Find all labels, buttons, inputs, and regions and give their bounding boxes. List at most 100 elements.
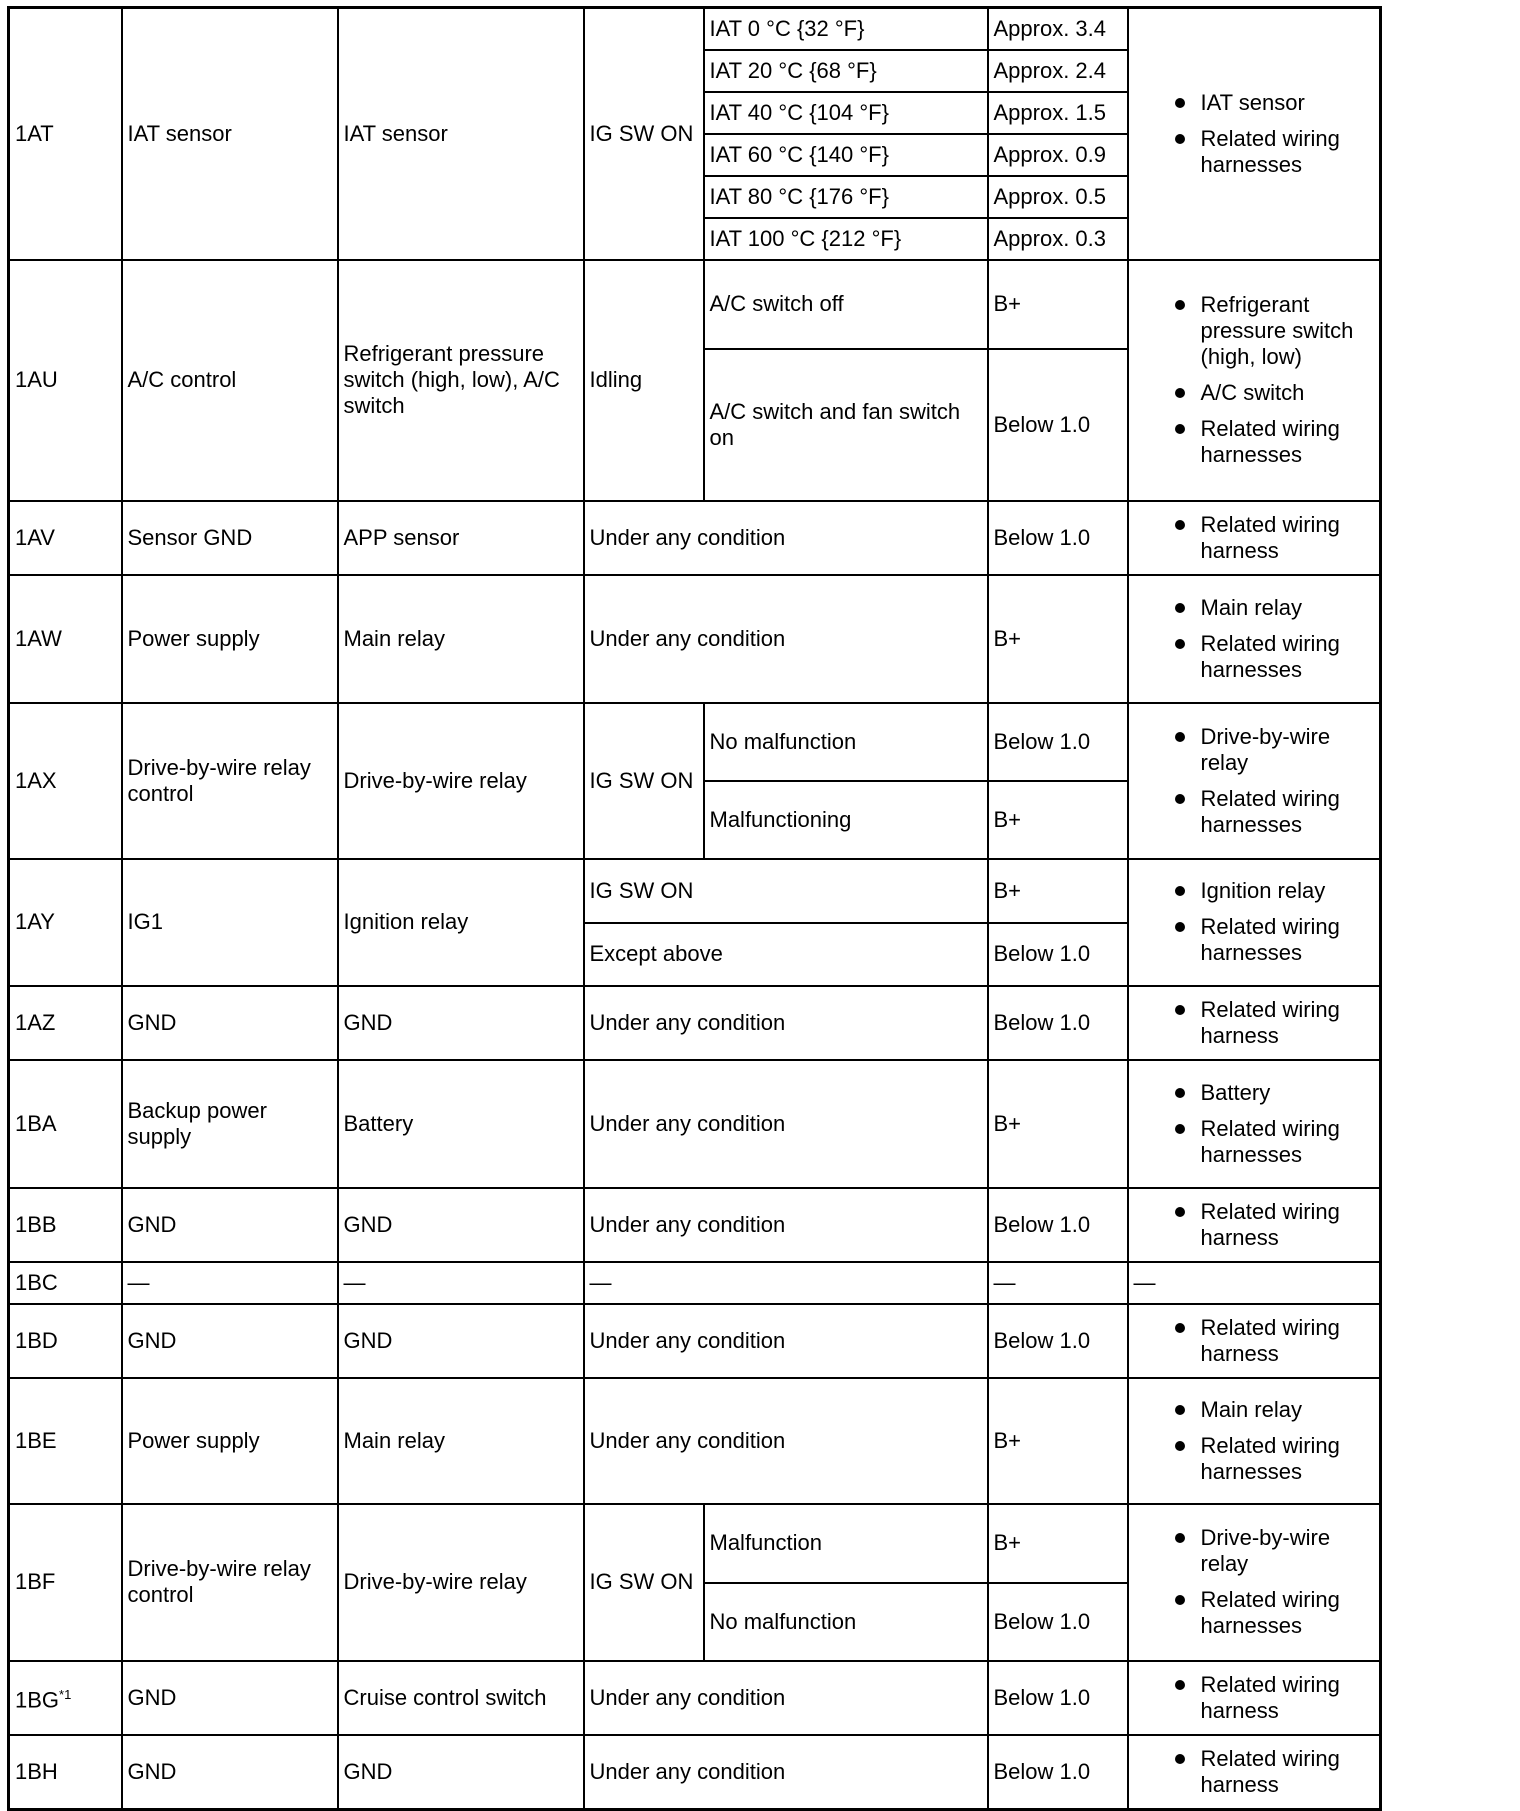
table-row: A/C switch and fan switch on Below 1.0 bbox=[9, 347, 1381, 502]
inspection-cell: Related wiring harness bbox=[1126, 499, 1382, 576]
table-row: No malfunction Below 1.0 bbox=[9, 1581, 1381, 1662]
terminal-cell: 1AW bbox=[7, 573, 123, 704]
inspection-item: Related wiring harnesses bbox=[1169, 631, 1375, 683]
description-cell: GND bbox=[120, 1659, 339, 1736]
inspection-item: A/C switch bbox=[1169, 380, 1375, 406]
inspection-list: Related wiring harness bbox=[1169, 512, 1375, 564]
sub-condition-cell: IAT 80 °C {176 °F} bbox=[702, 174, 989, 219]
terminal-cell: 1BB bbox=[7, 1186, 123, 1263]
terminal-cell: 1BC bbox=[7, 1260, 123, 1305]
terminal-cell: 1AX bbox=[7, 701, 123, 860]
voltage-cell: Approx. 0.5 bbox=[986, 174, 1129, 219]
voltage-cell: B+ bbox=[986, 258, 1129, 350]
inspection-item: Related wiring harnesses bbox=[1169, 1116, 1375, 1168]
inspection-item: Related wiring harnesses bbox=[1169, 1433, 1375, 1485]
voltage-cell: B+ bbox=[986, 779, 1129, 860]
table-row: IAT 40 °C {104 °F} Approx. 1.5 bbox=[9, 90, 1381, 135]
voltage-cell: Approx. 0.3 bbox=[986, 216, 1129, 261]
inspection-item: Related wiring harness bbox=[1169, 512, 1375, 564]
condition-cell: Idling bbox=[582, 258, 705, 502]
description-cell: GND bbox=[120, 984, 339, 1061]
voltage-cell: — bbox=[986, 1260, 1129, 1305]
inspection-item: Related wiring harnesses bbox=[1169, 914, 1375, 966]
terminal-label: 1BF bbox=[15, 1569, 56, 1594]
terminal-label: 1AY bbox=[15, 909, 55, 934]
terminal-label: 1BC bbox=[15, 1269, 58, 1295]
voltage-cell: Below 1.0 bbox=[986, 984, 1129, 1061]
table-row: IAT 20 °C {68 °F} Approx. 2.4 bbox=[9, 48, 1381, 93]
inspection-list: Related wiring harness bbox=[1169, 1672, 1375, 1724]
inspection-item: Related wiring harnesses bbox=[1169, 126, 1375, 178]
table-row: IAT 80 °C {176 °F} Approx. 0.5 bbox=[9, 174, 1381, 219]
inspection-list: Main relay Related wiring harnesses bbox=[1169, 1397, 1375, 1485]
table-row: 1AU A/C control Refrigerant pressure switc… bbox=[7, 258, 1382, 502]
table-row: Except above Below 1.0 bbox=[9, 921, 1381, 987]
table-row: 1BA Backup power supply Battery Under any c… bbox=[7, 1058, 1382, 1189]
inspection-cell: Related wiring harness bbox=[1126, 984, 1382, 1061]
sub-condition-cell: A/C switch and fan switch on bbox=[702, 347, 989, 502]
table-row: 1BD GND GND Under any condition Below 1.0 Rel… bbox=[7, 1302, 1382, 1379]
table-row: IAT 60 °C {140 °F} Approx. 0.9 bbox=[9, 132, 1381, 177]
inspection-item: Related wiring harnesses bbox=[1169, 416, 1375, 468]
sub-condition-cell: No malfunction bbox=[702, 701, 989, 782]
inspection-item: Related wiring harness bbox=[1169, 997, 1375, 1049]
inspection-item: IAT sensor bbox=[1169, 90, 1375, 116]
terminal-cell: 1AY bbox=[7, 857, 123, 987]
connected-to-cell: Battery bbox=[336, 1058, 585, 1189]
inspection-item: Drive-by-wire relay bbox=[1169, 724, 1375, 776]
terminal-label: 1AX bbox=[15, 767, 57, 793]
table-row: 1AW Power supply Main relay Under any condi… bbox=[7, 573, 1382, 704]
terminal-label: 1BB bbox=[15, 1211, 57, 1237]
inspection-item: Related wiring harness bbox=[1169, 1746, 1375, 1798]
voltage-cell: Approx. 2.4 bbox=[986, 48, 1129, 93]
terminal-cell: 1BE bbox=[7, 1376, 123, 1505]
condition-cell: IG SW ON bbox=[582, 1502, 705, 1662]
table-row: IAT 100 °C {212 °F} Approx. 0.3 bbox=[9, 216, 1381, 261]
voltage-cell: Below 1.0 bbox=[986, 1186, 1129, 1263]
voltage-cell: B+ bbox=[986, 1058, 1129, 1189]
description-cell: Drive-by-wire relay control bbox=[120, 1502, 339, 1662]
inspection-list: Drive-by-wire relay Related wiring harnes… bbox=[1169, 724, 1375, 838]
terminal-label: 1AU bbox=[15, 367, 58, 392]
description-cell: GND bbox=[120, 1733, 339, 1810]
voltage-cell: Approx. 1.5 bbox=[986, 90, 1129, 135]
table-row: 1AX Drive-by-wire relay control Drive-by-w… bbox=[7, 701, 1382, 860]
voltage-cell: Approx. 3.4 bbox=[986, 6, 1129, 51]
condition-cell: Under any condition bbox=[582, 1186, 989, 1263]
sub-condition-cell: IAT 100 °C {212 °F} bbox=[702, 216, 989, 261]
condition-cell: Under any condition bbox=[582, 1733, 989, 1810]
terminal-label: 1BG bbox=[15, 1687, 60, 1713]
condition-cell: Under any condition bbox=[582, 984, 989, 1061]
voltage-cell: B+ bbox=[986, 573, 1129, 704]
terminal-cell: 1AV bbox=[7, 499, 123, 576]
inspection-list: Related wiring harness bbox=[1169, 1315, 1375, 1367]
inspection-cell: Battery Related wiring harnesses bbox=[1126, 1058, 1382, 1189]
description-cell: IG1 bbox=[120, 857, 339, 987]
inspection-item: Related wiring harnesses bbox=[1169, 786, 1375, 838]
inspection-list: Battery Related wiring harnesses bbox=[1169, 1080, 1375, 1168]
condition-cell: Except above bbox=[582, 921, 989, 987]
inspection-cell: Drive-by-wire relay Related wiring harnes… bbox=[1126, 1502, 1382, 1662]
voltage-cell: Below 1.0 bbox=[986, 499, 1129, 576]
condition-cell: Under any condition bbox=[582, 1058, 989, 1189]
table-row: 1BB GND GND Under any condition Below 1.0 Rel… bbox=[7, 1186, 1382, 1263]
connected-to-cell: Drive-by-wire relay bbox=[336, 701, 585, 860]
terminal-cell: 1AZ bbox=[7, 984, 123, 1061]
terminal-label: 1BD bbox=[15, 1327, 58, 1353]
sub-condition-cell: IAT 60 °C {140 °F} bbox=[702, 132, 989, 177]
inspection-list: Main relay Related wiring harnesses bbox=[1169, 595, 1375, 683]
condition-cell: — bbox=[582, 1260, 989, 1305]
sub-condition-cell: No malfunction bbox=[702, 1581, 989, 1662]
sub-condition-cell: IAT 20 °C {68 °F} bbox=[702, 48, 989, 93]
table-row: 1BG*1 GND Cruise control switch Under any c… bbox=[7, 1659, 1382, 1736]
connected-to-cell: Ignition relay bbox=[336, 857, 585, 987]
inspection-item: Related wiring harness bbox=[1169, 1672, 1375, 1724]
inspection-item: Related wiring harness bbox=[1169, 1315, 1375, 1367]
connected-to-cell: Drive-by-wire relay bbox=[336, 1502, 585, 1662]
inspection-cell: Ignition relay Related wiring harnesses bbox=[1126, 857, 1382, 987]
inspection-cell: Related wiring harness bbox=[1126, 1733, 1382, 1810]
voltage-cell: Approx. 0.9 bbox=[986, 132, 1129, 177]
inspection-item: Main relay bbox=[1169, 595, 1375, 621]
description-cell: Drive-by-wire relay control bbox=[120, 701, 339, 860]
terminal-cell: 1AT bbox=[7, 6, 123, 261]
